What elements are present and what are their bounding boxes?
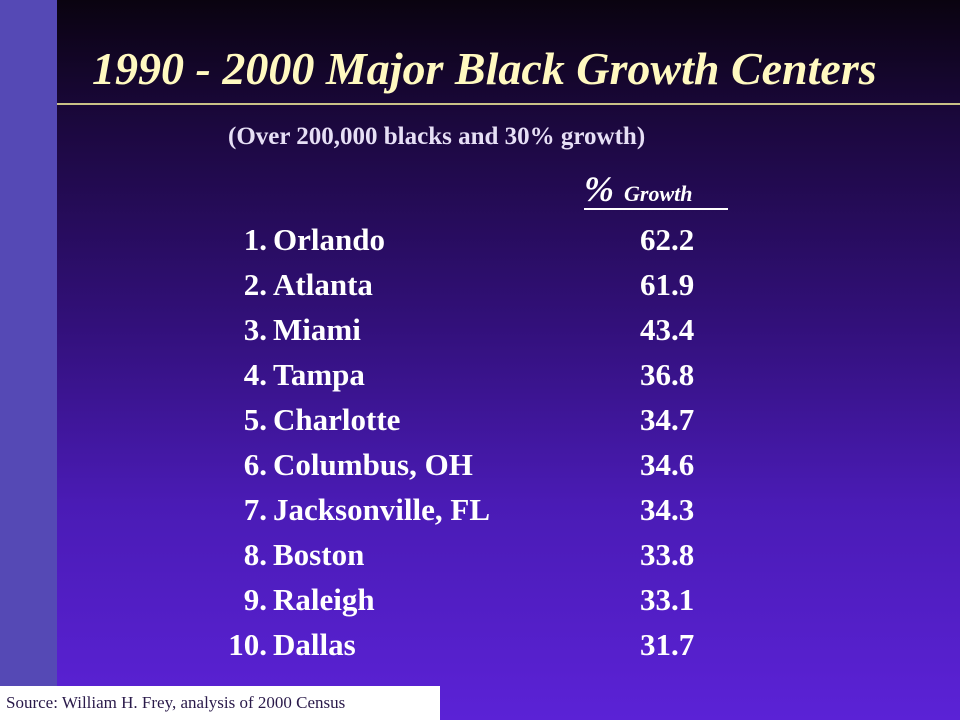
city-name: Tampa	[273, 357, 365, 392]
ranking-row: 5. Charlotte 34.7	[0, 402, 960, 447]
growth-label: Growth	[624, 181, 693, 206]
ranking-row: 2. Atlanta 61.9	[0, 267, 960, 312]
rank-number: 3.	[243, 312, 267, 347]
growth-value: 33.8	[640, 537, 695, 572]
slide-subtitle: (Over 200,000 blacks and 30% growth)	[228, 123, 646, 150]
city-name: Miami	[273, 312, 361, 347]
city-name: Orlando	[273, 222, 385, 257]
rank-number: 5.	[243, 402, 267, 437]
growth-value: 31.7	[640, 627, 695, 662]
city-name: Charlotte	[273, 402, 401, 437]
rank-number: 6.	[243, 447, 267, 482]
growth-value: 43.4	[640, 312, 695, 347]
city-name: Boston	[273, 537, 365, 572]
ranking-row: 4. Tampa 36.8	[0, 357, 960, 402]
rank-number: 10.	[228, 627, 267, 662]
ranking-row: 9. Raleigh 33.1	[0, 582, 960, 627]
percent-symbol: %	[584, 169, 614, 209]
growth-value: 62.2	[640, 222, 695, 257]
ranking-row: 6. Columbus, OH 34.6	[0, 447, 960, 492]
source-caption: Source: William H. Frey, analysis of 200…	[0, 686, 440, 720]
rank-number: 8.	[243, 537, 267, 572]
rank-number: 2.	[243, 267, 267, 302]
growth-header-underline	[584, 208, 728, 210]
city-name: Raleigh	[273, 582, 375, 617]
rank-number: 7.	[243, 492, 267, 527]
growth-value: 34.6	[640, 447, 695, 482]
city-name: Dallas	[273, 627, 356, 662]
growth-value: 33.1	[640, 582, 695, 617]
ranking-row: 7. Jacksonville, FL 34.3	[0, 492, 960, 537]
growth-value: 34.7	[640, 402, 695, 437]
growth-value: 36.8	[640, 357, 695, 392]
rank-number: 9.	[243, 582, 267, 617]
city-name: Atlanta	[273, 267, 373, 302]
city-name: Columbus, OH	[273, 447, 473, 482]
growth-column-header: % Growth	[584, 168, 692, 210]
ranking-row: 10. Dallas 31.7	[0, 627, 960, 672]
rank-number: 1.	[243, 222, 267, 257]
ranking-row: 3. Miami 43.4	[0, 312, 960, 357]
side-accent-bar	[0, 0, 57, 720]
growth-value: 61.9	[640, 267, 695, 302]
title-divider	[57, 103, 960, 105]
city-name: Jacksonville, FL	[273, 492, 491, 527]
ranking-row: 8. Boston 33.8	[0, 537, 960, 582]
ranking-row: 1. Orlando 62.2	[0, 222, 960, 267]
slide-title: 1990 - 2000 Major Black Growth Centers	[92, 43, 877, 94]
rank-number: 4.	[243, 357, 267, 392]
growth-value: 34.3	[640, 492, 695, 527]
